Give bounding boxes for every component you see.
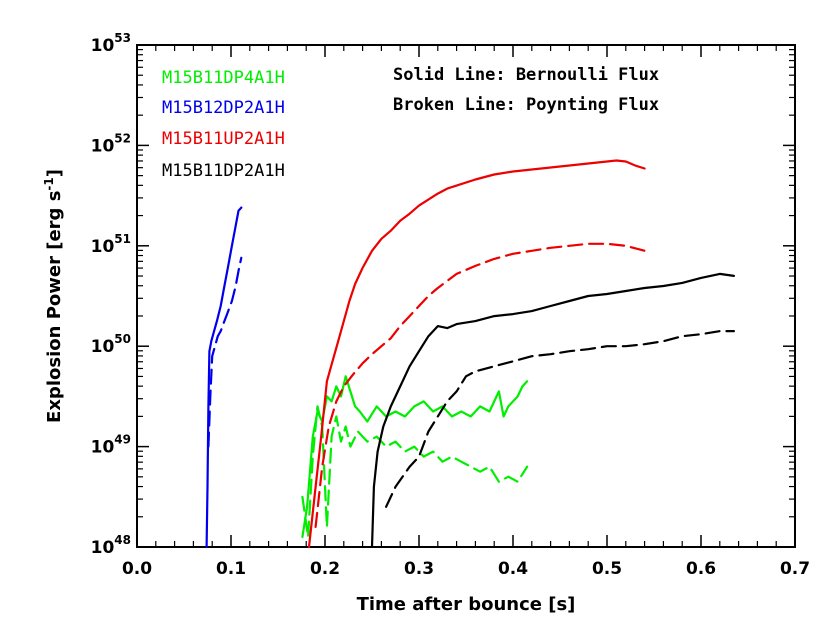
- y-tick-base: 10: [91, 438, 115, 458]
- annotation-bernoulli: Solid Line: Bernoulli Flux: [393, 65, 659, 85]
- series-line-m15b12dp2a1h-dashed: [207, 256, 243, 448]
- y-tick-label: 1048: [91, 533, 131, 558]
- y-axis-title-exponent: -1: [42, 177, 56, 190]
- series-line-m15b11dp4a1h-dashed: [301, 405, 529, 539]
- y-tick-exponent: 52: [114, 131, 131, 145]
- axis-ticks: 0.0 0.1 0.2 0.3 0.4 0.5 0.6 0.71048104910501051…: [91, 31, 810, 579]
- series-line-m15b12dp2a1h-solid: [205, 206, 243, 549]
- y-tick-base: 10: [91, 36, 115, 56]
- y-tick-exponent: 51: [114, 232, 131, 246]
- series-line-m15b11dp2a1h-dashed: [385, 330, 735, 508]
- series-group: [205, 159, 735, 549]
- y-tick-exponent: 50: [114, 332, 131, 346]
- y-tick-base: 10: [91, 237, 115, 257]
- legend-entry-4: M15B11DP2A1H: [162, 161, 285, 181]
- legend-entry-1: M15B11DP4A1H: [162, 68, 285, 88]
- x-tick-label: 0.1: [216, 559, 246, 579]
- x-tick-label: 0.4: [498, 559, 528, 579]
- x-tick-label: 0.2: [310, 559, 340, 579]
- x-tick-label: 0.5: [592, 559, 622, 579]
- y-tick-label: 1049: [91, 433, 131, 458]
- legend-entry-3: M15B11UP2A1H: [162, 129, 285, 149]
- x-axis-title: Time after bounce [s]: [357, 594, 576, 615]
- plot-frame: [136, 44, 796, 548]
- y-axis-title-close: ]: [44, 169, 65, 177]
- x-tick-label: 0.3: [404, 559, 434, 579]
- x-tick-label: 0.6: [686, 559, 716, 579]
- y-axis-title: Explosion Power [erg s-1]: [42, 169, 65, 423]
- y-tick-label: 1050: [91, 332, 131, 357]
- y-tick-base: 10: [91, 337, 115, 357]
- y-axis-title-main: Explosion Power [erg s: [44, 191, 65, 423]
- series-line-m15b11up2a1h-solid: [307, 159, 646, 549]
- series-line-m15b11up2a1h-dashed: [314, 242, 646, 528]
- series-line-m15b11dp2a1h-solid: [370, 272, 735, 549]
- y-tick-exponent: 49: [114, 433, 131, 447]
- y-tick-base: 10: [91, 136, 115, 156]
- y-tick-exponent: 48: [114, 533, 131, 547]
- y-tick-base: 10: [91, 538, 115, 558]
- y-tick-label: 1051: [91, 232, 131, 257]
- y-tick-label: 1052: [91, 131, 131, 156]
- y-tick-label: 1053: [91, 31, 131, 56]
- x-tick-label: 0.7: [780, 559, 810, 579]
- annotation-poynting: Broken Line: Poynting Flux: [393, 95, 659, 115]
- y-tick-exponent: 53: [114, 31, 131, 45]
- series-line-m15b11dp4a1h-solid: [301, 375, 529, 539]
- legend-entry-2: M15B12DP2A1H: [162, 98, 285, 118]
- x-tick-label: 0.0: [122, 559, 152, 579]
